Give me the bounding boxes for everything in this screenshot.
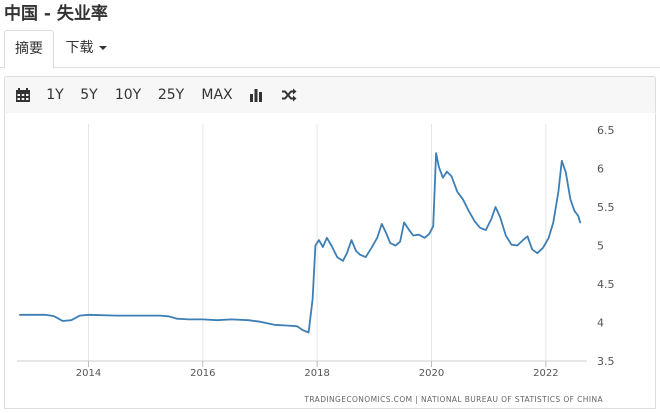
x-tick-label: 2016 — [190, 368, 215, 379]
y-tick-label: 3.5 — [597, 355, 615, 368]
chart-toolbar: 1Y 5Y 10Y 25Y MAX — [4, 76, 656, 114]
caret-down-icon — [98, 46, 107, 50]
bar-chart-icon[interactable] — [247, 77, 265, 113]
line-chart: 2014 2016 2018 2020 2022 3.5 4 4.5 5 5.5 6 6.5 TRADI… — [17, 124, 615, 404]
tab-download[interactable]: 下载 — [62, 30, 110, 68]
y-tick-label: 6 — [597, 163, 604, 176]
y-tick-label: 5.5 — [597, 201, 615, 214]
x-tick-label: 2018 — [304, 368, 329, 379]
tab-download-label: 下载 — [65, 40, 94, 56]
range-25y-button[interactable]: 25Y — [157, 87, 185, 103]
page-title: 中国 - 失业率 — [4, 4, 108, 24]
range-5y-button[interactable]: 5Y — [80, 87, 98, 103]
tab-summary[interactable]: 摘要 — [4, 30, 54, 69]
chart-panel: 2014 2016 2018 2020 2022 3.5 4 4.5 5 5.5 6 6.5 TRADI… — [4, 113, 656, 409]
x-tick-label: 2022 — [533, 368, 558, 379]
range-max-button[interactable]: MAX — [201, 87, 233, 103]
range-1y-button[interactable]: 1Y — [46, 87, 64, 103]
x-tick-label: 2014 — [76, 368, 101, 379]
y-tick-label: 4.5 — [597, 278, 615, 291]
source-credit: TRADINGECONOMICS.COM | NATIONAL BUREAU O… — [303, 395, 603, 404]
y-tick-label: 4 — [597, 317, 604, 330]
series-line — [19, 152, 581, 334]
range-10y-button[interactable]: 10Y — [114, 87, 142, 103]
y-tick-label: 5 — [597, 240, 604, 253]
tab-bar: 摘要 下载 — [0, 30, 660, 69]
y-tick-label: 6.5 — [597, 124, 615, 137]
x-tick-label: 2020 — [419, 368, 444, 379]
calendar-icon[interactable] — [11, 77, 35, 113]
shuffle-icon[interactable] — [279, 77, 299, 113]
